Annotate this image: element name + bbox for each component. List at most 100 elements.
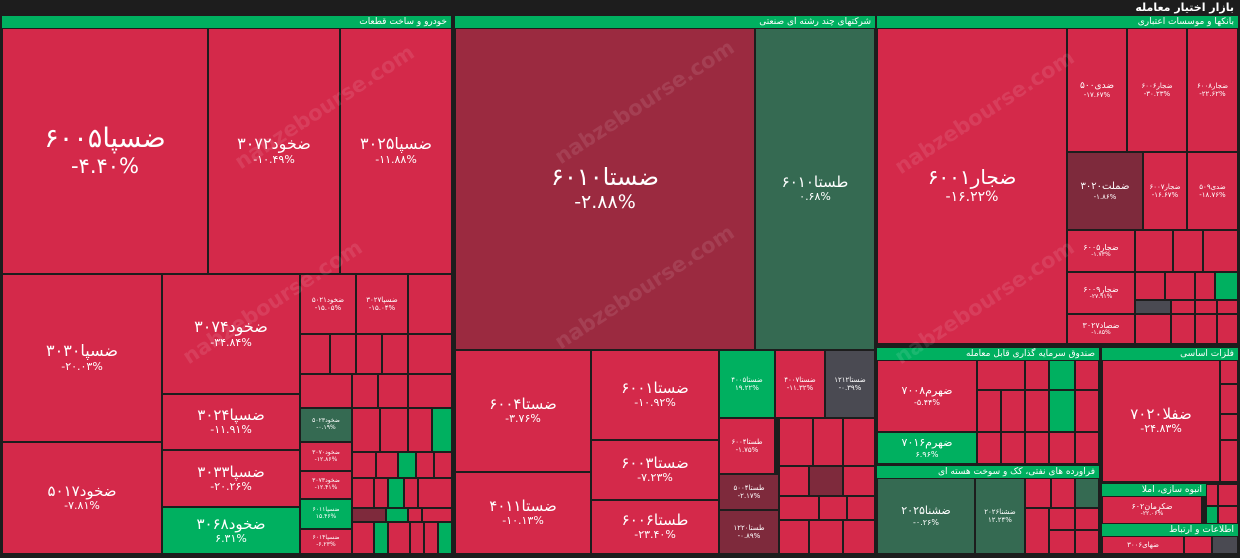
- treemap-tile-small[interactable]: [1195, 300, 1217, 314]
- treemap-tile-small[interactable]: [356, 334, 382, 374]
- treemap-tile[interactable]: ضفلا۷۰۲۰ -۲۴.۸۳%: [1102, 360, 1220, 482]
- treemap-tile-small[interactable]: [434, 452, 452, 478]
- treemap-tile-small[interactable]: [1025, 478, 1051, 508]
- treemap-tile[interactable]: ضسپا۳۰۲۵ -۱۱.۸۸%: [340, 28, 452, 274]
- treemap-tile-small[interactable]: [809, 466, 843, 496]
- treemap-tile-small[interactable]: [1218, 484, 1238, 506]
- treemap-tile-small[interactable]: [1075, 478, 1099, 508]
- treemap-tile-small[interactable]: [1171, 300, 1195, 314]
- treemap-tile-small[interactable]: [1049, 530, 1075, 554]
- treemap-tile-small[interactable]: [1206, 484, 1218, 506]
- treemap-tile-small[interactable]: [1049, 390, 1075, 432]
- treemap-tile-small[interactable]: [1215, 272, 1238, 300]
- treemap-tile-small[interactable]: [779, 418, 813, 466]
- treemap-tile[interactable]: ضسپا۳۰۳۳ -۲۰.۲۶%: [162, 450, 300, 507]
- treemap-tile-small[interactable]: [1217, 300, 1238, 314]
- treemap-tile[interactable]: طستا۶۰۰۶ -۲۳.۴۰%: [591, 500, 719, 554]
- treemap-tile-small[interactable]: [1173, 230, 1203, 272]
- treemap-tile-small[interactable]: [380, 408, 408, 452]
- treemap-tile-small[interactable]: [1218, 506, 1238, 524]
- treemap-tile-small[interactable]: [1075, 360, 1099, 390]
- treemap-tile[interactable]: ضجار۶۰۰۸ -۲۲.۶۲%: [1187, 28, 1238, 152]
- treemap-tile-small[interactable]: [1195, 272, 1215, 300]
- treemap-tile-small[interactable]: [1075, 508, 1099, 530]
- treemap-tile-small[interactable]: [1135, 314, 1171, 344]
- treemap-tile[interactable]: ضهرم۷۰۰۸ -۵.۴۴%: [877, 360, 977, 432]
- treemap-tile[interactable]: ضسپا۶۰۱۱ ۱۵.۴۶%: [300, 499, 352, 529]
- treemap-tile[interactable]: طستا۱۲۲۰ -۰.۸۹%: [719, 510, 779, 554]
- treemap-tile[interactable]: ضشنا۲۰۲۶ ۱۲.۲۴%: [975, 478, 1025, 554]
- treemap-tile-small[interactable]: [408, 508, 422, 522]
- treemap-tile-small[interactable]: [779, 520, 809, 554]
- treemap-tile[interactable]: ضسپا۳۰۲۷ -۱۵.۰۴%: [356, 274, 408, 334]
- treemap-tile-small[interactable]: [408, 274, 452, 334]
- treemap-tile-small[interactable]: [1220, 414, 1238, 440]
- treemap-tile-small[interactable]: [352, 374, 378, 408]
- treemap-tile-small[interactable]: [300, 334, 330, 374]
- treemap-tile-small[interactable]: [809, 520, 843, 554]
- treemap-tile[interactable]: ضجار۶۰۰۷ -۱۶.۶۷%: [1143, 152, 1187, 230]
- treemap-tile-small[interactable]: [378, 374, 408, 408]
- treemap-tile[interactable]: ضخود۵۰۲۳ -۰.۱۹%: [300, 408, 352, 442]
- treemap-tile-small[interactable]: [1135, 272, 1165, 300]
- treemap-tile-small[interactable]: [408, 374, 452, 408]
- treemap-tile-small[interactable]: [1184, 536, 1212, 554]
- treemap-tile-small[interactable]: [1075, 530, 1099, 554]
- treemap-tile-small[interactable]: [1220, 440, 1238, 482]
- treemap-tile[interactable]: ضستا۶۰۰۳ -۷.۲۳%: [591, 440, 719, 500]
- treemap-tile-small[interactable]: [843, 520, 875, 554]
- treemap-tile[interactable]: ضستا۶۰۰۴ -۳.۷۶%: [455, 350, 591, 472]
- treemap-tile[interactable]: ضسپا۳۰۲۴ -۱۱.۹۱%: [162, 394, 300, 450]
- treemap-tile-small[interactable]: [1025, 508, 1049, 554]
- treemap-tile-small[interactable]: [330, 334, 356, 374]
- treemap-tile-small[interactable]: [432, 408, 452, 452]
- treemap-tile[interactable]: ضستا۱۲۱۲ -۰.۳۹%: [825, 350, 875, 418]
- treemap-tile[interactable]: ضکرمان۶۰۲ -۲۲.۰۶%: [1102, 496, 1202, 524]
- treemap-tile-small[interactable]: [388, 478, 404, 508]
- treemap-tile-small[interactable]: [418, 478, 452, 508]
- treemap-tile-small[interactable]: [352, 522, 374, 554]
- treemap-tile-small[interactable]: [1025, 360, 1049, 390]
- treemap-tile-small[interactable]: [1001, 390, 1025, 432]
- treemap-tile-small[interactable]: [424, 522, 438, 554]
- treemap-tile-small[interactable]: [1049, 432, 1075, 464]
- treemap-tile-small[interactable]: [1075, 432, 1099, 464]
- treemap-tile[interactable]: ضستا۴۰۱۱ -۱۰.۱۳%: [455, 472, 591, 554]
- treemap-tile-small[interactable]: [352, 452, 376, 478]
- treemap-tile[interactable]: ضجار۶۰۰۵ -۱.۷۳%: [1067, 230, 1135, 272]
- treemap-tile-small[interactable]: [388, 522, 410, 554]
- treemap-tile[interactable]: ضستا۶۰۰۱ -۱۰.۹۲%: [591, 350, 719, 440]
- treemap-tile[interactable]: ضشنا۲۰۲۵ -۰.۲۶%: [877, 478, 975, 554]
- treemap-tile-small[interactable]: [404, 478, 418, 508]
- treemap-tile-small[interactable]: [1220, 384, 1238, 414]
- treemap-tile-small[interactable]: [382, 334, 408, 374]
- treemap-tile-small[interactable]: [1025, 432, 1049, 464]
- treemap-tile-small[interactable]: [977, 432, 1001, 464]
- treemap-tile-small[interactable]: [398, 452, 416, 478]
- treemap-tile-small[interactable]: [779, 496, 819, 520]
- treemap-tile[interactable]: طستا۶۰۱۰ ۰.۶۸%: [755, 28, 875, 350]
- treemap-tile-small[interactable]: [374, 478, 388, 508]
- treemap-tile-small[interactable]: [813, 418, 843, 466]
- treemap-tile-small[interactable]: [1203, 230, 1238, 272]
- treemap-tile[interactable]: ضخود۳۰۷۰ -۱۲.۸۶%: [300, 442, 352, 471]
- treemap-tile-small[interactable]: [352, 508, 386, 522]
- treemap-tile[interactable]: طستا۵۰۰۴ -۲.۱۷%: [719, 474, 779, 510]
- treemap-tile-small[interactable]: [779, 466, 809, 496]
- treemap-tile-small[interactable]: [1217, 314, 1238, 344]
- treemap-tile-small[interactable]: [1135, 300, 1171, 314]
- treemap-tile-small[interactable]: [1220, 360, 1238, 384]
- treemap-tile-small[interactable]: [438, 522, 452, 554]
- treemap-tile[interactable]: ضدی۵۰۰ -۱۷.۶۷%: [1067, 28, 1127, 152]
- treemap-tile[interactable]: ضجار۶۰۰۱ -۱۶.۲۲%: [877, 28, 1067, 344]
- treemap-tile[interactable]: ضسپا۳۰۳۰ -۲۰.۰۳%: [2, 274, 162, 442]
- treemap-tile-small[interactable]: [819, 496, 847, 520]
- treemap-tile-small[interactable]: [422, 508, 452, 522]
- treemap-tile-small[interactable]: [408, 408, 432, 452]
- treemap-tile-small[interactable]: [1212, 536, 1238, 554]
- treemap-tile[interactable]: ضهرم۷۰۱۶ ۶.۹۶%: [877, 432, 977, 464]
- treemap-tile[interactable]: ضخود۳۰۷۲ -۱۰.۴۹%: [208, 28, 340, 274]
- treemap-tile[interactable]: ضستا۴۰۰۷ -۱۱.۳۲%: [775, 350, 825, 418]
- treemap-tile[interactable]: ضخود۵۰۱۷ -۷.۸۱%: [2, 442, 162, 554]
- treemap-tile-small[interactable]: [416, 452, 434, 478]
